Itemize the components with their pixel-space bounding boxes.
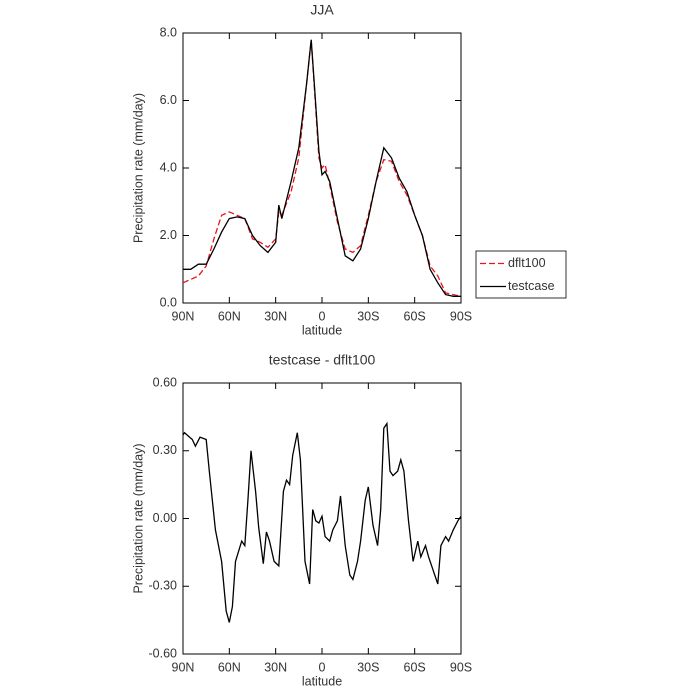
chart-title: testcase - dflt100 — [269, 352, 376, 368]
x-tick-label: 60N — [218, 309, 241, 323]
legend-box — [475, 250, 567, 299]
y-tick-label: 0.60 — [153, 375, 177, 389]
y-axis-title: Precipitation rate (mm/day) — [131, 93, 145, 243]
x-tick-label: 30S — [357, 309, 379, 323]
y-tick-label: 6.0 — [160, 93, 177, 107]
y-tick-label: -0.30 — [149, 579, 178, 593]
y-tick-label: 0.0 — [160, 295, 177, 309]
x-tick-label: 60N — [218, 660, 241, 674]
x-axis-title: latitude — [302, 323, 342, 337]
data-line — [183, 39, 461, 297]
x-tick-label: 90S — [450, 309, 472, 323]
y-tick-label: 2.0 — [160, 228, 177, 242]
data-line — [182, 421, 462, 623]
x-tick-label: 30N — [264, 309, 287, 323]
x-tick-label: 90N — [172, 309, 195, 323]
x-tick-label: 60S — [404, 309, 426, 323]
legend-label: testcase — [508, 279, 555, 293]
chart-title: JJA — [310, 2, 334, 18]
y-axis-title: Precipitation rate (mm/day) — [131, 443, 145, 593]
x-tick-label: 0 — [319, 309, 326, 323]
legend-label: dflt100 — [508, 256, 546, 270]
y-tick-label: -0.60 — [149, 646, 178, 660]
x-tick-label: 60S — [404, 660, 426, 674]
x-tick-label: 30N — [264, 660, 287, 674]
y-tick-label: 0.30 — [153, 443, 177, 457]
y-tick-label: 0.00 — [153, 511, 177, 525]
x-tick-label: 90S — [450, 660, 472, 674]
x-axis-title: latitude — [302, 674, 342, 688]
data-line — [182, 39, 462, 297]
x-tick-label: 90N — [172, 660, 195, 674]
x-tick-label: 30S — [357, 660, 379, 674]
y-tick-label: 4.0 — [160, 160, 177, 174]
x-tick-label: 0 — [319, 660, 326, 674]
y-tick-label: 8.0 — [160, 25, 177, 39]
